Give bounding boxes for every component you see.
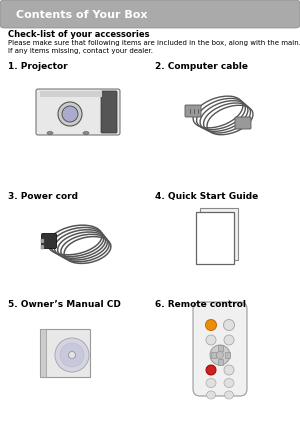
- Ellipse shape: [217, 351, 224, 359]
- Ellipse shape: [224, 378, 234, 388]
- Ellipse shape: [206, 365, 216, 375]
- Text: 3. Power cord: 3. Power cord: [8, 192, 78, 201]
- Bar: [40, 91, 102, 97]
- Text: Check-list of your accessories: Check-list of your accessories: [8, 30, 149, 39]
- Text: 1. Projector: 1. Projector: [8, 62, 68, 71]
- Ellipse shape: [206, 378, 216, 388]
- Ellipse shape: [47, 132, 53, 135]
- Bar: [40, 329, 90, 377]
- Ellipse shape: [224, 320, 235, 331]
- Bar: [41, 245, 44, 249]
- Ellipse shape: [58, 102, 82, 126]
- Ellipse shape: [210, 345, 230, 365]
- Bar: [225, 352, 230, 358]
- Ellipse shape: [224, 391, 233, 399]
- Bar: [41, 239, 44, 243]
- Ellipse shape: [55, 338, 89, 372]
- Text: Contents of Your Box: Contents of Your Box: [16, 9, 148, 20]
- Ellipse shape: [224, 365, 234, 375]
- Text: 4. Quick Start Guide: 4. Quick Start Guide: [155, 192, 258, 201]
- Text: 2. Computer cable: 2. Computer cable: [155, 62, 248, 71]
- FancyBboxPatch shape: [36, 89, 120, 135]
- Bar: [40, 329, 46, 377]
- Ellipse shape: [68, 351, 76, 359]
- Text: 6. Remote control: 6. Remote control: [155, 300, 246, 309]
- Bar: [218, 345, 223, 351]
- Bar: [218, 359, 223, 365]
- Ellipse shape: [60, 343, 84, 367]
- FancyBboxPatch shape: [185, 105, 201, 117]
- Ellipse shape: [224, 335, 234, 345]
- Text: If any items missing, contact your dealer.: If any items missing, contact your deale…: [8, 48, 153, 54]
- Ellipse shape: [83, 132, 89, 135]
- Text: 5. Owner’s Manual CD: 5. Owner’s Manual CD: [8, 300, 121, 309]
- Ellipse shape: [206, 391, 215, 399]
- Bar: [211, 352, 216, 358]
- Ellipse shape: [62, 106, 78, 122]
- FancyBboxPatch shape: [193, 302, 247, 396]
- FancyBboxPatch shape: [101, 91, 117, 133]
- Bar: [200, 208, 238, 260]
- Ellipse shape: [206, 320, 217, 331]
- FancyBboxPatch shape: [0, 0, 300, 28]
- Text: Please make sure that following items are included in the box, along with the ma: Please make sure that following items ar…: [8, 40, 300, 46]
- FancyBboxPatch shape: [41, 233, 56, 248]
- Bar: [196, 212, 234, 264]
- Ellipse shape: [206, 335, 216, 345]
- FancyBboxPatch shape: [235, 117, 251, 129]
